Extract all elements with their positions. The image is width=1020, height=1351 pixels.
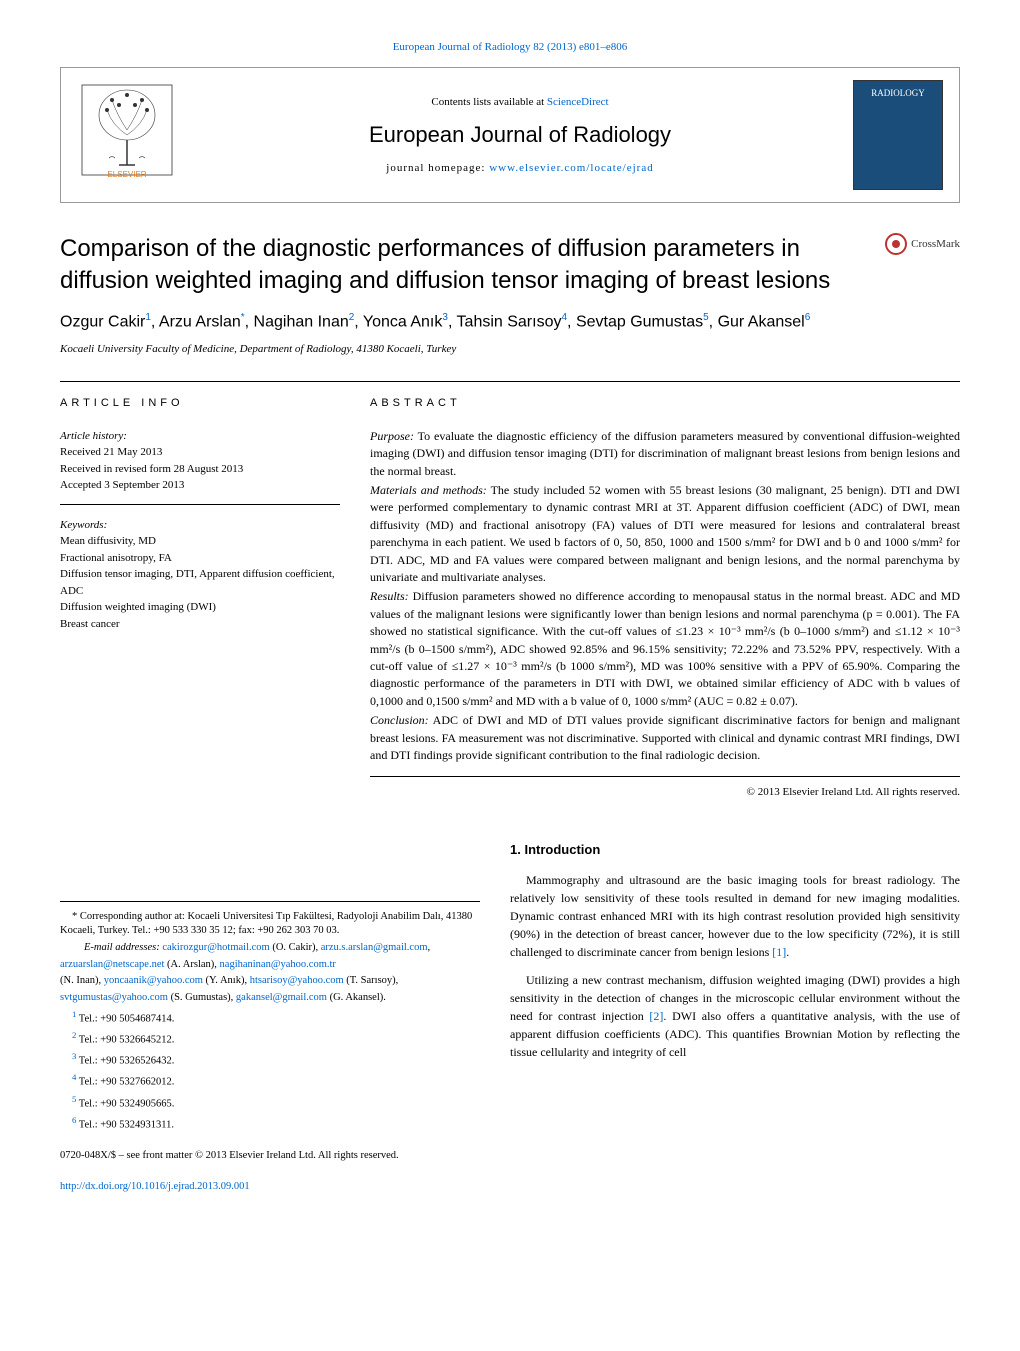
issn-copyright: 0720-048X/$ – see front matter © 2013 El… bbox=[60, 1149, 480, 1164]
intro-paragraph-2: Utilizing a new contrast mechanism, diff… bbox=[510, 971, 960, 1061]
contents-prefix: Contents lists available at bbox=[431, 96, 546, 108]
email-addresses-2: arzuarslan@netscape.net (A. Arslan), nag… bbox=[60, 958, 480, 973]
intro-footnote-row: * Corresponding author at: Kocaeli Unive… bbox=[60, 841, 960, 1195]
journal-banner: ELSEVIER Contents lists available at Sci… bbox=[60, 67, 960, 203]
tel-footnote: 6 Tel.: +90 5324931311. bbox=[60, 1114, 480, 1133]
history-label: Article history: bbox=[60, 428, 340, 445]
journal-homepage: journal homepage: www.elsevier.com/locat… bbox=[187, 161, 853, 176]
keyword: Breast cancer bbox=[60, 616, 340, 633]
tel-footnote: 2 Tel.: +90 5326645212. bbox=[60, 1029, 480, 1048]
journal-name: European Journal of Radiology bbox=[187, 120, 853, 151]
keywords-block: Keywords: Mean diffusivity, MD Fractiona… bbox=[60, 517, 340, 643]
homepage-link[interactable]: www.elsevier.com/locate/ejrad bbox=[489, 162, 654, 174]
email-addresses: E-mail addresses: cakirozgur@hotmail.com… bbox=[60, 941, 480, 956]
tel-footnote: 3 Tel.: +90 5326526432. bbox=[60, 1050, 480, 1069]
history-revised: Received in revised form 28 August 2013 bbox=[60, 461, 340, 478]
footnotes-column: * Corresponding author at: Kocaeli Unive… bbox=[60, 841, 480, 1195]
keyword: Diffusion weighted imaging (DWI) bbox=[60, 599, 340, 616]
purpose-label: Purpose: bbox=[370, 429, 414, 443]
email-link[interactable]: arzu.s.arslan@gmail.com bbox=[321, 942, 428, 953]
footnotes: * Corresponding author at: Kocaeli Unive… bbox=[60, 901, 480, 1133]
contents-available: Contents lists available at ScienceDirec… bbox=[187, 95, 853, 110]
results-label: Results: bbox=[370, 589, 409, 603]
email-link[interactable]: cakirozgur@hotmail.com bbox=[162, 942, 269, 953]
conclusion-label: Conclusion: bbox=[370, 713, 429, 727]
keyword: Mean diffusivity, MD bbox=[60, 533, 340, 550]
article-title: Comparison of the diagnostic performance… bbox=[60, 233, 885, 295]
tel-footnote: 1 Tel.: +90 5054687414. bbox=[60, 1008, 480, 1027]
methods-text: The study included 52 women with 55 brea… bbox=[370, 483, 960, 584]
crossmark-icon bbox=[885, 233, 907, 255]
email-link[interactable]: gakansel@gmail.com bbox=[236, 992, 327, 1003]
abstract-copyright: © 2013 Elsevier Ireland Ltd. All rights … bbox=[370, 785, 960, 800]
email-link[interactable]: arzuarslan@netscape.net bbox=[60, 959, 164, 970]
email-link[interactable]: yoncaanik@yahoo.com bbox=[104, 975, 203, 986]
email-addresses-4: svtgumustas@yahoo.com (S. Gumustas), gak… bbox=[60, 991, 480, 1006]
publisher-logo: ELSEVIER bbox=[77, 80, 187, 190]
elsevier-tree-icon: ELSEVIER bbox=[77, 80, 177, 180]
email-link[interactable]: svtgumustas@yahoo.com bbox=[60, 992, 168, 1003]
doi-line: http://dx.doi.org/10.1016/j.ejrad.2013.0… bbox=[60, 1180, 480, 1195]
keyword: Fractional anisotropy, FA bbox=[60, 550, 340, 567]
email-addresses-3: (N. Inan), yoncaanik@yahoo.com (Y. Anık)… bbox=[60, 974, 480, 989]
tel-footnote: 5 Tel.: +90 5324905665. bbox=[60, 1093, 480, 1112]
title-row: Comparison of the diagnostic performance… bbox=[60, 233, 960, 295]
history-received: Received 21 May 2013 bbox=[60, 444, 340, 461]
email-link[interactable]: nagihaninan@yahoo.com.tr bbox=[220, 959, 336, 970]
abstract-heading: ABSTRACT bbox=[370, 396, 960, 417]
email-link[interactable]: htsarisoy@yahoo.com bbox=[250, 975, 344, 986]
crossmark-label: CrossMark bbox=[911, 237, 960, 252]
tel-footnote: 4 Tel.: +90 5327662012. bbox=[60, 1071, 480, 1090]
purpose-text: To evaluate the diagnostic efficiency of… bbox=[370, 429, 960, 478]
methods-label: Materials and methods: bbox=[370, 483, 487, 497]
citation-link[interactable]: [2] bbox=[649, 1009, 663, 1023]
corresponding-author: * Corresponding author at: Kocaeli Unive… bbox=[60, 910, 480, 939]
banner-center: Contents lists available at ScienceDirec… bbox=[187, 95, 853, 177]
affiliation: Kocaeli University Faculty of Medicine, … bbox=[60, 342, 960, 357]
intro-paragraph-1: Mammography and ultrasound are the basic… bbox=[510, 871, 960, 961]
emails-label: E-mail addresses: bbox=[84, 942, 162, 953]
keywords-label: Keywords: bbox=[60, 517, 340, 534]
homepage-prefix: journal homepage: bbox=[386, 162, 489, 174]
doi-link[interactable]: http://dx.doi.org/10.1016/j.ejrad.2013.0… bbox=[60, 1181, 250, 1192]
introduction-heading: 1. Introduction bbox=[510, 841, 960, 859]
journal-cover-thumbnail: RADIOLOGY bbox=[853, 80, 943, 190]
info-abstract-row: ARTICLE INFO Article history: Received 2… bbox=[60, 381, 960, 800]
crossmark-badge[interactable]: CrossMark bbox=[885, 233, 960, 255]
header-citation[interactable]: European Journal of Radiology 82 (2013) … bbox=[60, 40, 960, 55]
keyword: Diffusion tensor imaging, DTI, Apparent … bbox=[60, 566, 340, 599]
results-text: Diffusion parameters showed no differenc… bbox=[370, 589, 960, 707]
article-history: Article history: Received 21 May 2013 Re… bbox=[60, 428, 340, 505]
abstract-column: ABSTRACT Purpose: To evaluate the diagno… bbox=[370, 396, 960, 800]
abstract-text: Purpose: To evaluate the diagnostic effi… bbox=[370, 428, 960, 777]
conclusion-text: ADC of DWI and MD of DTI values provide … bbox=[370, 713, 960, 762]
introduction-column: 1. Introduction Mammography and ultrasou… bbox=[510, 841, 960, 1195]
sciencedirect-link[interactable]: ScienceDirect bbox=[547, 96, 609, 108]
svg-text:ELSEVIER: ELSEVIER bbox=[107, 170, 146, 179]
article-info-heading: ARTICLE INFO bbox=[60, 396, 340, 417]
history-accepted: Accepted 3 September 2013 bbox=[60, 477, 340, 494]
citation-link[interactable]: [1] bbox=[772, 945, 786, 959]
authors-list: Ozgur Cakir1, Arzu Arslan*, Nagihan Inan… bbox=[60, 310, 960, 334]
article-info-column: ARTICLE INFO Article history: Received 2… bbox=[60, 396, 340, 800]
